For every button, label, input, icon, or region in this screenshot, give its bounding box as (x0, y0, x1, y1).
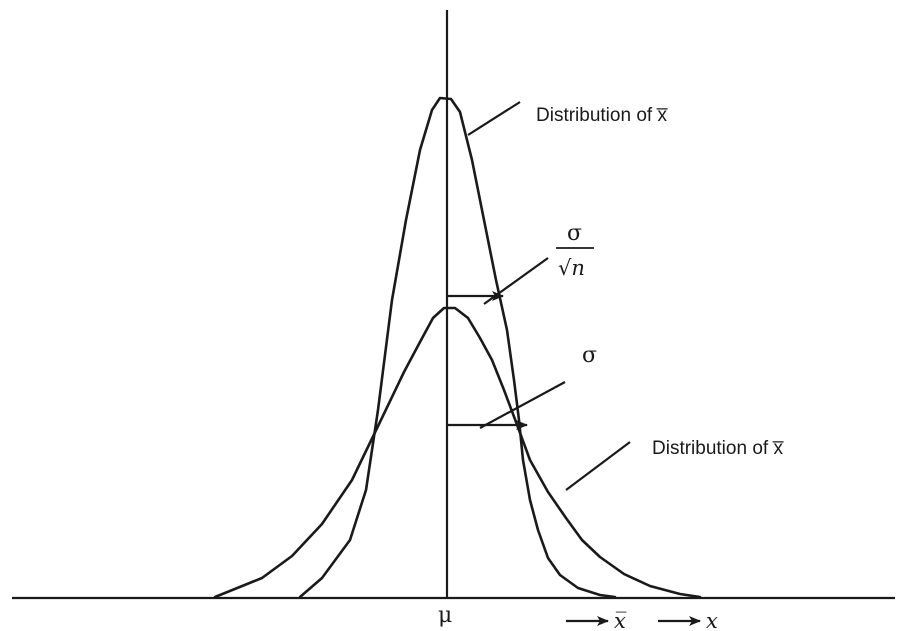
sigma-label: σ (582, 343, 597, 368)
leader-line-narrow (467, 101, 521, 136)
leader-line-wide (565, 441, 631, 491)
x-axis-label: x (706, 609, 718, 631)
leader-line-sigma-over-root-n (483, 257, 549, 305)
sigma-numerator: σ (567, 221, 582, 246)
wide-curve-label: Distribution of x̅ (652, 438, 784, 459)
xbar-axis-label: x̅ (614, 609, 626, 631)
narrow-distribution-curve (298, 96, 617, 599)
leader-line-sigma (479, 381, 566, 429)
sigma-denominator: √n (558, 256, 585, 280)
narrow-curve-label: Distribution of x̅ (536, 105, 668, 126)
wide-distribution-curve (213, 306, 702, 599)
mu-label: μ (438, 603, 452, 628)
